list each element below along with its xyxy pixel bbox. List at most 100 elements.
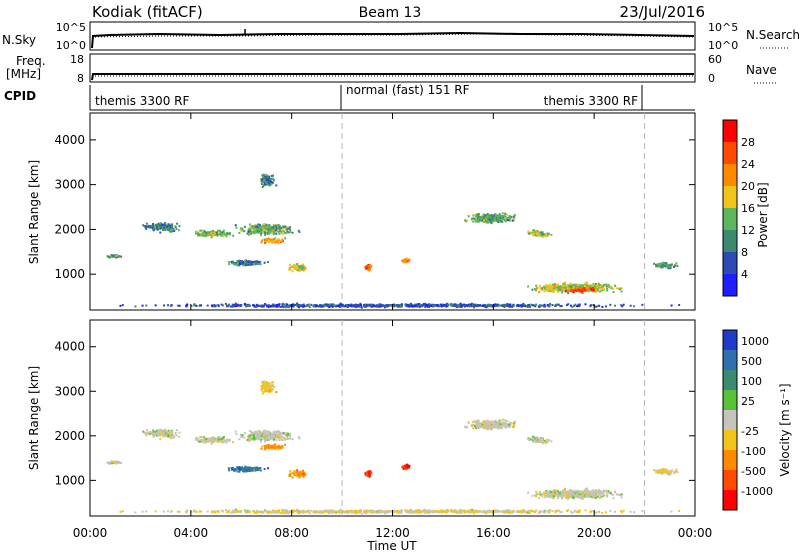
power-point bbox=[143, 225, 146, 228]
velocity-point bbox=[657, 471, 660, 474]
velocity-point bbox=[249, 436, 252, 439]
power-point bbox=[512, 303, 515, 306]
power-point bbox=[578, 304, 581, 307]
power-point bbox=[428, 305, 431, 308]
velocity-point bbox=[171, 433, 174, 436]
power-point bbox=[445, 304, 448, 307]
power-point bbox=[595, 286, 598, 289]
power-point bbox=[549, 284, 552, 287]
power-point bbox=[482, 304, 485, 307]
power-point bbox=[241, 261, 244, 264]
power-point bbox=[600, 286, 603, 289]
power-point bbox=[258, 230, 261, 233]
power-point bbox=[264, 240, 267, 243]
power-point bbox=[566, 284, 569, 287]
velocity-point bbox=[596, 493, 599, 496]
power-point bbox=[564, 284, 567, 287]
velocity-point bbox=[268, 386, 271, 389]
power-point bbox=[198, 233, 201, 236]
power-point bbox=[409, 304, 412, 307]
velocity-point bbox=[249, 470, 252, 473]
power-point bbox=[284, 225, 287, 228]
velocity-point bbox=[269, 391, 272, 394]
velocity-point bbox=[504, 425, 507, 428]
velocity-point bbox=[601, 491, 604, 494]
power-point bbox=[301, 268, 304, 271]
velocity-point bbox=[595, 511, 598, 514]
power-point bbox=[163, 224, 166, 227]
power-point bbox=[153, 224, 156, 227]
velocity-point bbox=[227, 467, 230, 470]
power-point bbox=[267, 305, 270, 308]
power-point bbox=[474, 304, 477, 307]
velocity-point bbox=[405, 463, 408, 466]
velocity-point bbox=[540, 438, 543, 441]
power-point bbox=[252, 228, 255, 231]
velocity-point bbox=[569, 510, 572, 513]
beam-title: Beam 13 bbox=[359, 5, 422, 21]
power-point bbox=[261, 178, 264, 181]
velocity-point bbox=[178, 431, 181, 434]
power-point bbox=[484, 219, 487, 222]
power-point bbox=[235, 261, 238, 264]
velocity-point bbox=[298, 437, 301, 440]
power-point bbox=[578, 284, 581, 287]
power-point bbox=[175, 227, 178, 230]
velocity-point bbox=[265, 435, 268, 438]
power-point bbox=[298, 306, 301, 309]
velocity-point bbox=[260, 438, 263, 441]
velocity-point bbox=[268, 446, 271, 449]
power-point bbox=[478, 217, 481, 220]
velocity-point bbox=[496, 509, 499, 512]
power-point bbox=[151, 226, 154, 229]
velocity-point bbox=[541, 442, 544, 445]
velocity-point bbox=[297, 474, 300, 477]
power-point bbox=[272, 304, 275, 307]
power-point bbox=[495, 304, 498, 307]
velocity-point bbox=[115, 461, 118, 464]
velocity-point bbox=[298, 471, 301, 474]
velocity-point bbox=[259, 467, 262, 470]
velocity-point bbox=[159, 437, 162, 440]
power-point bbox=[306, 304, 309, 307]
power-point bbox=[404, 303, 407, 306]
power-point bbox=[267, 237, 270, 240]
power-point bbox=[475, 305, 478, 308]
power-point bbox=[489, 303, 492, 306]
nsky-panel: N.Sky 10^5 10^0 N.Search 10^5 10^0 bbox=[2, 21, 800, 52]
velocity-point bbox=[583, 491, 586, 494]
velocity-point bbox=[404, 464, 407, 467]
velocity-point bbox=[290, 471, 293, 474]
power-point bbox=[161, 226, 164, 229]
power-point bbox=[358, 305, 361, 308]
power-point bbox=[540, 234, 543, 237]
power-point bbox=[195, 230, 198, 233]
velocity-point bbox=[145, 510, 148, 513]
velocity-point bbox=[598, 493, 601, 496]
power-point bbox=[296, 266, 299, 269]
velocity-point bbox=[204, 441, 207, 444]
power-point bbox=[521, 304, 524, 307]
velocity-point bbox=[263, 387, 266, 390]
power-point bbox=[259, 226, 262, 229]
power-point bbox=[601, 305, 604, 308]
power-point bbox=[199, 304, 202, 307]
power-point bbox=[277, 303, 280, 306]
velocity-point bbox=[271, 446, 274, 449]
power-point bbox=[509, 305, 512, 308]
velocity-point bbox=[584, 493, 587, 496]
power-point bbox=[504, 217, 507, 220]
power-point bbox=[351, 304, 354, 307]
velocity-point bbox=[302, 471, 305, 474]
power-point bbox=[531, 304, 534, 307]
power-point bbox=[220, 234, 223, 237]
power-point bbox=[330, 304, 333, 307]
power-point bbox=[594, 283, 597, 286]
power-point bbox=[370, 265, 373, 268]
power-point bbox=[570, 289, 573, 292]
power-point bbox=[493, 218, 496, 221]
velocity-point bbox=[210, 441, 213, 444]
velocity-point bbox=[261, 389, 264, 392]
power-point bbox=[271, 181, 274, 184]
power-point bbox=[282, 240, 285, 243]
